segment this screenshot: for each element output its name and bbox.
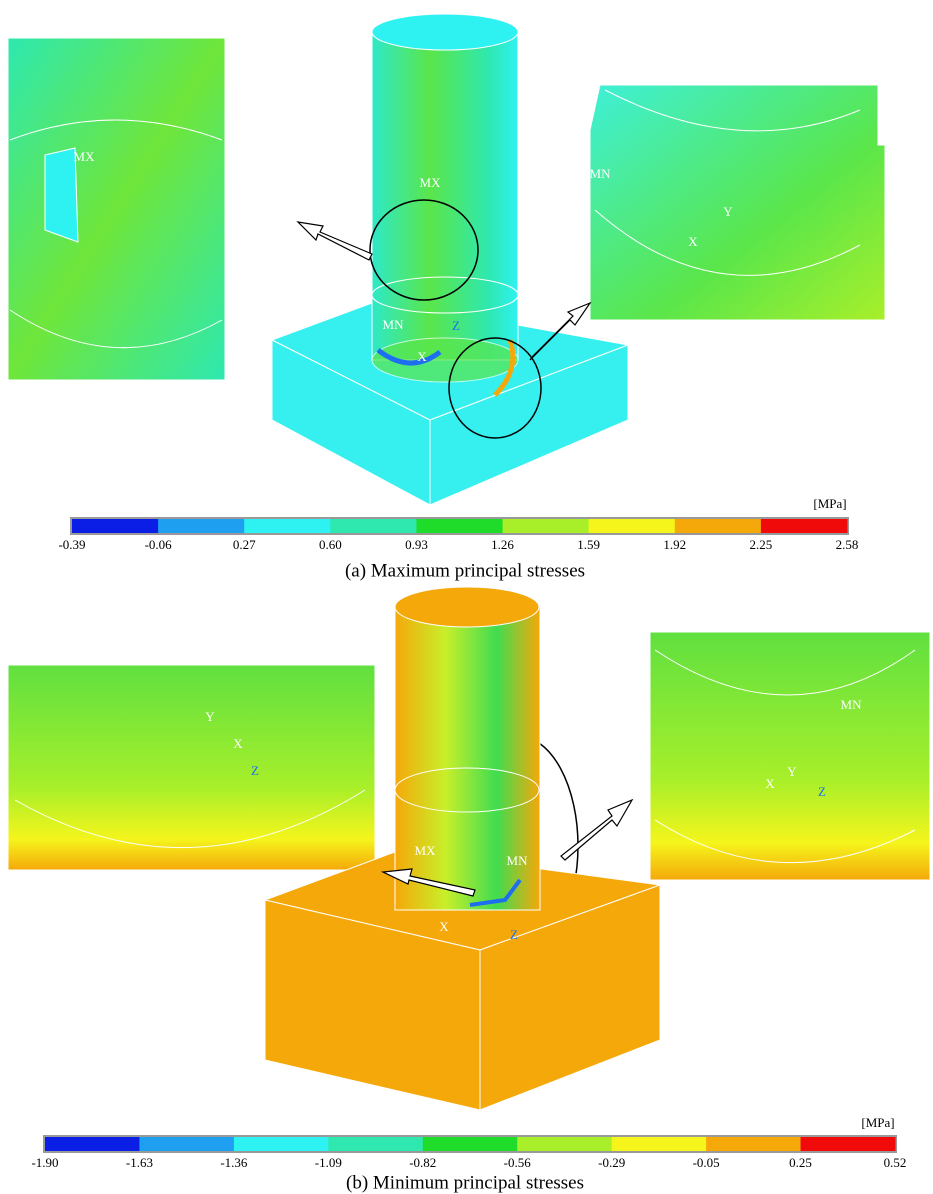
plot-label: X bbox=[417, 349, 427, 364]
inset bbox=[8, 665, 375, 870]
colorbar-tick-label: 1.59 bbox=[577, 537, 600, 552]
plot-label: MN bbox=[590, 166, 612, 181]
colorbar-tick-label: 0.25 bbox=[789, 1155, 812, 1170]
figure: -0.39 -0.06 0.27 0.60 0.93 1.26 1.59 1.92 2.25 2.… bbox=[0, 0, 933, 1194]
colorbar-segment bbox=[423, 1137, 518, 1151]
colorbar-tick-label: -0.39 bbox=[58, 537, 85, 552]
colorbar-segment bbox=[328, 1137, 423, 1151]
colorbar-segment bbox=[589, 519, 676, 533]
plot-label: Y bbox=[205, 709, 215, 724]
plot-label: X bbox=[233, 736, 243, 751]
colorbar-tick-label: -1.90 bbox=[31, 1155, 58, 1170]
unit-label: [MPa] bbox=[813, 496, 846, 511]
plot-label: Y bbox=[723, 204, 733, 219]
plot-label: MX bbox=[415, 843, 437, 858]
colorbar-segment bbox=[612, 1137, 707, 1151]
colorbar-tick-label: 0.52 bbox=[884, 1155, 907, 1170]
plot-label: Y bbox=[787, 764, 797, 779]
colorbar-tick-label: 0.93 bbox=[405, 537, 428, 552]
panel-a-graphics bbox=[8, 14, 885, 505]
colorbar-segment bbox=[330, 519, 417, 533]
inset bbox=[590, 85, 885, 320]
colorbar-tick-label: -0.05 bbox=[693, 1155, 720, 1170]
plot-label: Z bbox=[818, 784, 826, 799]
colorbar-tick-label: -1.36 bbox=[220, 1155, 248, 1170]
plot-label: MX bbox=[74, 149, 96, 164]
unit-label: [MPa] bbox=[861, 1115, 894, 1130]
panel-b-graphics bbox=[8, 587, 930, 1110]
plot-label: X bbox=[439, 919, 449, 934]
plot-label: MN bbox=[507, 853, 529, 868]
colorbar-segment bbox=[158, 519, 245, 533]
colorbar-tick-label: -0.29 bbox=[598, 1155, 625, 1170]
colorbar-tick-label: -1.09 bbox=[315, 1155, 342, 1170]
colorbar-tick-label: 1.26 bbox=[491, 537, 514, 552]
inset bbox=[8, 38, 225, 380]
plot-label: Z bbox=[510, 927, 518, 942]
colorbar-tick-label: 2.25 bbox=[750, 537, 773, 552]
colorbar-tick-label: 2.58 bbox=[836, 537, 859, 552]
plot-label: Z bbox=[251, 763, 259, 778]
caption: (a) Maximum principal stresses bbox=[345, 560, 585, 581]
colorbar-segment bbox=[416, 519, 503, 533]
colorbar-segment bbox=[675, 519, 762, 533]
colorbar-segment bbox=[503, 519, 590, 533]
plot-label: MN bbox=[841, 697, 863, 712]
plot-label: Z bbox=[452, 318, 460, 333]
colorbar-segment bbox=[761, 519, 848, 533]
colorbar-segment bbox=[517, 1137, 612, 1151]
colorbar-segment bbox=[801, 1137, 896, 1151]
plot-label: X bbox=[688, 234, 698, 249]
colorbar-tick-label: -0.56 bbox=[504, 1155, 532, 1170]
colorbar-tick-label: -1.63 bbox=[126, 1155, 153, 1170]
colorbar-segment bbox=[139, 1137, 234, 1151]
colorbar-segment bbox=[244, 519, 331, 533]
colorbar-tick-label: -0.06 bbox=[145, 537, 173, 552]
plot-label: MN bbox=[383, 317, 405, 332]
plot-label: X bbox=[765, 776, 775, 791]
colorbar-segment bbox=[706, 1137, 801, 1151]
colorbar-tick-label: 0.60 bbox=[319, 537, 342, 552]
colorbar-tick-label: 1.92 bbox=[663, 537, 686, 552]
colorbar-segment bbox=[234, 1137, 329, 1151]
colorbar-tick-label: 0.27 bbox=[233, 537, 256, 552]
caption: (b) Minimum principal stresses bbox=[346, 1172, 584, 1193]
colorbar-segment bbox=[72, 519, 159, 533]
colorbar-tick-label: -0.82 bbox=[409, 1155, 436, 1170]
colorbar-segment bbox=[45, 1137, 140, 1151]
plot-label: MX bbox=[420, 175, 442, 190]
